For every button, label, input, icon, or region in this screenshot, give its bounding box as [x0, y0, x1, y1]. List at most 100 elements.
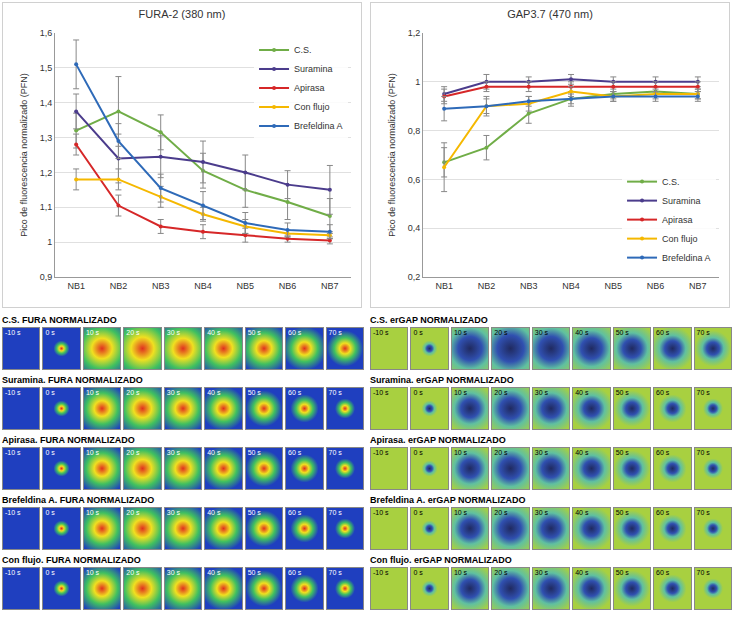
html-text:20 s: 20 s [126, 329, 140, 336]
svg-text:1,3: 1,3 [40, 133, 53, 143]
html-text:0 s: 0 s [45, 329, 55, 336]
html-text:-10 s: -10 s [373, 329, 389, 336]
html-text:50 s: 50 s [247, 569, 261, 576]
html-text:50 s: 50 s [247, 329, 261, 336]
svg-text:Apirasa: Apirasa [294, 83, 325, 93]
svg-text:Pico de fluorescencia normaliz: Pico de fluorescencia normalizado (PFN) [387, 73, 397, 237]
svg-text:NB4: NB4 [562, 281, 580, 291]
html-text:-10 s: -10 s [5, 509, 21, 516]
html-text:20 s: 20 s [126, 449, 140, 456]
html-text:70 s: 70 s [328, 569, 342, 576]
html-text:Apirasa. erGAP NORMALIZADO: Apirasa. erGAP NORMALIZADO [370, 435, 506, 445]
html-text:70 s: 70 s [328, 329, 342, 336]
html-text:60 s: 60 s [288, 569, 302, 576]
html-text:Brefeldina A. erGAP NORMALIZAD: Brefeldina A. erGAP NORMALIZADO [370, 495, 526, 505]
svg-text:1: 1 [47, 237, 52, 247]
svg-text:NB2: NB2 [110, 281, 128, 291]
svg-text:1: 1 [415, 77, 420, 87]
svg-text:NB1: NB1 [435, 281, 453, 291]
svg-text:NB7: NB7 [689, 281, 707, 291]
html-text:0 s: 0 s [45, 569, 55, 576]
html-text:10 s: 10 s [85, 449, 100, 456]
svg-text:0,2: 0,2 [408, 272, 421, 282]
svg-text:C.S.: C.S. [294, 45, 312, 55]
html-text:0 s: 0 s [45, 509, 55, 516]
svg-text:NB3: NB3 [520, 281, 538, 291]
html-text:-10 s: -10 s [5, 449, 21, 456]
html-text:0 s: 0 s [45, 449, 55, 456]
svg-text:Pico de fluorescencia normaliz: Pico de fluorescencia normalizado (PFN) [19, 73, 29, 237]
html-text:70 s: 70 s [328, 509, 342, 516]
html-text:20 s: 20 s [126, 569, 140, 576]
svg-text:Apirasa: Apirasa [662, 215, 693, 225]
svg-text:Brefeldina A: Brefeldina A [662, 253, 711, 263]
html-text:-10 s: -10 s [5, 329, 21, 336]
svg-text:NB7: NB7 [321, 281, 339, 291]
svg-text:NB1: NB1 [67, 281, 85, 291]
html-text:20 s: 20 s [126, 509, 140, 516]
html-text:10 s: 10 s [85, 509, 100, 516]
html-text:30 s: 30 s [166, 449, 180, 456]
html-text:60 s: 60 s [288, 389, 302, 396]
html-text:30 s: 30 s [166, 329, 180, 336]
html-text:70 s: 70 s [328, 449, 342, 456]
html-text:Con flujo. FURA NORMALIZADO: Con flujo. FURA NORMALIZADO [2, 555, 141, 565]
html-text:Suramina. FURA NORMALIZADO: Suramina. FURA NORMALIZADO [2, 375, 143, 385]
html-text:10 s: 10 s [85, 569, 100, 576]
svg-text:Suramina: Suramina [294, 64, 333, 74]
html-text:-10 s: -10 s [5, 389, 21, 396]
html-text:30 s: 30 s [166, 569, 180, 576]
html-text:60 s: 60 s [288, 329, 302, 336]
html-text:30 s: 30 s [166, 509, 180, 516]
html-text:40 s: 40 s [207, 389, 221, 396]
svg-text:NB5: NB5 [605, 281, 623, 291]
svg-text:Con flujo: Con flujo [294, 102, 330, 112]
svg-text:1,6: 1,6 [40, 28, 53, 38]
svg-text:1,2: 1,2 [40, 168, 53, 178]
svg-text:1,4: 1,4 [40, 98, 53, 108]
svg-text:NB4: NB4 [194, 281, 212, 291]
html-text:-10 s: -10 s [5, 569, 21, 576]
svg-text:Con flujo: Con flujo [662, 234, 698, 244]
svg-text:0,4: 0,4 [408, 223, 421, 233]
html-text:10 s: 10 s [85, 389, 100, 396]
html-text:Con flujo. erGAP NORMALIZADO: Con flujo. erGAP NORMALIZADO [370, 555, 512, 565]
html-text:Brefeldina A. FURA NORMALIZADO: Brefeldina A. FURA NORMALIZADO [2, 495, 155, 505]
html-text:10 s: 10 s [85, 329, 100, 336]
svg-text:NB6: NB6 [279, 281, 297, 291]
svg-text:1,1: 1,1 [40, 202, 53, 212]
svg-text:NB6: NB6 [647, 281, 665, 291]
svg-text:1,5: 1,5 [40, 63, 53, 73]
svg-text:0,8: 0,8 [408, 126, 421, 136]
svg-text:GAP3.7 (470 nm): GAP3.7 (470 nm) [507, 8, 593, 20]
html-text:20 s: 20 s [126, 389, 140, 396]
html-text:70 s: 70 s [328, 389, 342, 396]
html-text:50 s: 50 s [247, 389, 261, 396]
html-text:0 s: 0 s [413, 329, 423, 336]
html-text:60 s: 60 s [288, 449, 302, 456]
svg-text:1,2: 1,2 [408, 28, 421, 38]
svg-text:NB5: NB5 [237, 281, 255, 291]
html-text:40 s: 40 s [207, 329, 221, 336]
html-text:40 s: 40 s [207, 449, 221, 456]
svg-text:0,6: 0,6 [408, 175, 421, 185]
svg-text:NB2: NB2 [478, 281, 496, 291]
svg-text:Suramina: Suramina [662, 196, 701, 206]
html-text:10 s: 10 s [453, 329, 468, 336]
svg-text:C.S.: C.S. [662, 177, 680, 187]
html-text:C.S. FURA NORMALIZADO: C.S. FURA NORMALIZADO [2, 315, 117, 325]
svg-text:0,9: 0,9 [40, 272, 53, 282]
html-text:30 s: 30 s [166, 389, 180, 396]
html-text:50 s: 50 s [247, 509, 261, 516]
html-text:50 s: 50 s [247, 449, 261, 456]
html-text:60 s: 60 s [288, 509, 302, 516]
html-text:C.S. erGAP NORMALIZADO: C.S. erGAP NORMALIZADO [370, 315, 488, 325]
html-text:40 s: 40 s [207, 509, 221, 516]
svg-text:NB3: NB3 [152, 281, 170, 291]
svg-text:Brefeldina A: Brefeldina A [294, 121, 343, 131]
html-text:40 s: 40 s [207, 569, 221, 576]
svg-text:FURA-2 (380 nm): FURA-2 (380 nm) [139, 8, 226, 20]
html-text:Suramina. erGAP NORMALIZADO: Suramina. erGAP NORMALIZADO [370, 375, 514, 385]
html-text:Apirasa. FURA NORMALIZADO: Apirasa. FURA NORMALIZADO [2, 435, 135, 445]
html-text:0 s: 0 s [45, 389, 55, 396]
